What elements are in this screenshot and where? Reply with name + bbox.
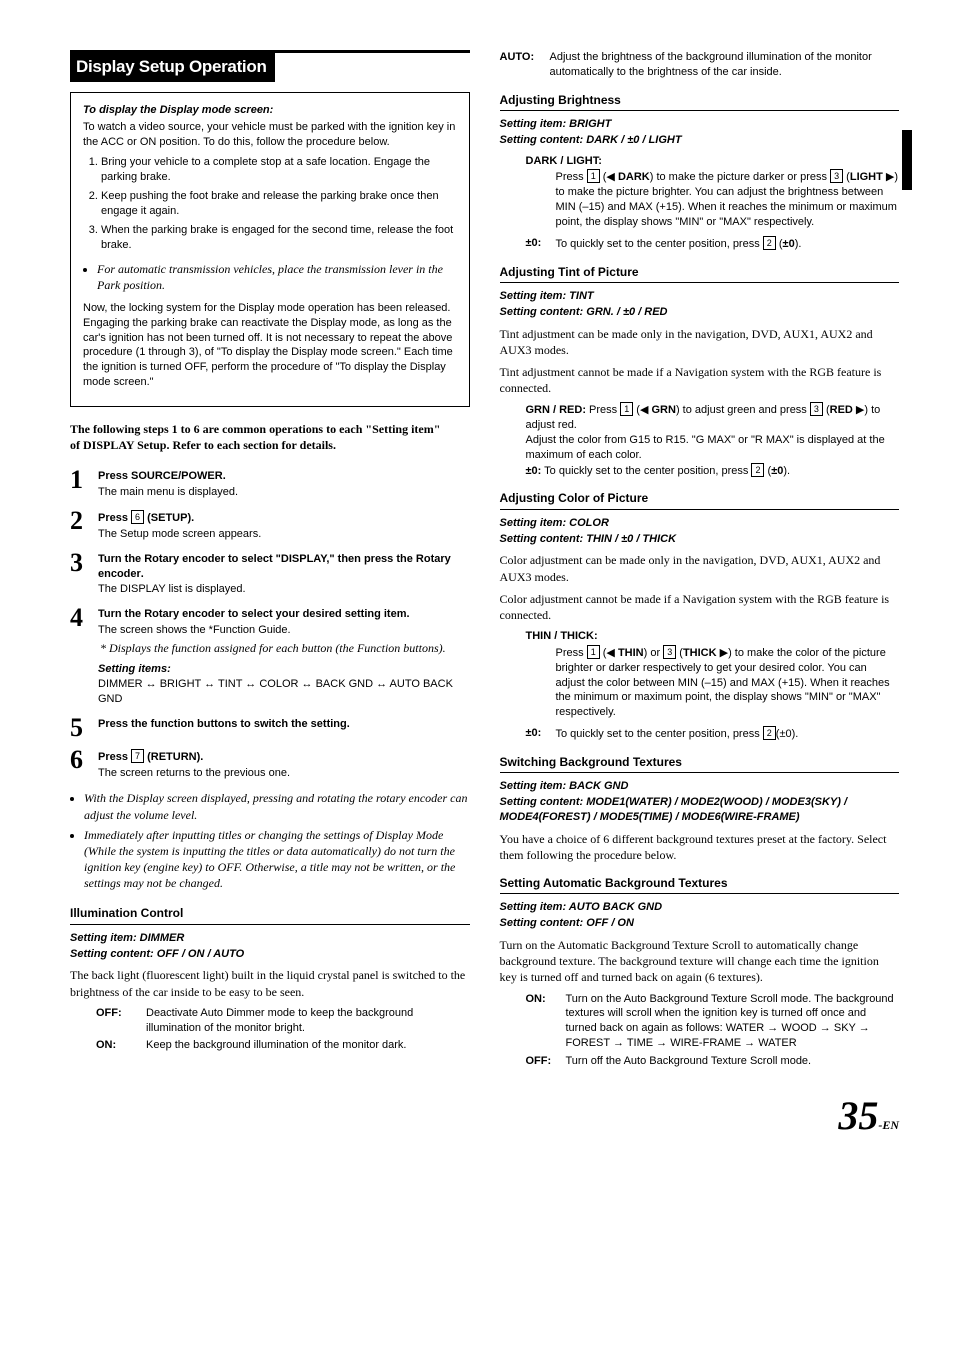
page-columns: Display Setup Operation To display the D… xyxy=(70,50,899,1143)
def-on: ON:Keep the background illumination of t… xyxy=(70,1038,470,1053)
step-6: 6 Press 7 (RETURN). The screen returns t… xyxy=(70,749,470,783)
setting-items-list: DIMMER ↔ BRIGHT ↔ TINT ↔ COLOR ↔ BACK GN… xyxy=(98,677,470,707)
step-lead: Turn the Rotary encoder to select your d… xyxy=(98,607,470,622)
illum-para: The back light (fluorescent light) built… xyxy=(70,967,470,999)
abg-para: Turn on the Automatic Background Texture… xyxy=(500,937,900,986)
box-title: To display the Display mode screen: xyxy=(83,103,457,118)
box-intro: To watch a video source, your vehicle mu… xyxy=(83,120,457,150)
step-number: 6 xyxy=(70,747,98,773)
setting-item: Setting item: COLOR xyxy=(500,516,900,531)
auto-bg-heading: Setting Automatic Background Textures xyxy=(500,875,900,894)
step-text: The screen shows the *Function Guide. xyxy=(98,623,470,638)
page-number: 35-EN xyxy=(500,1089,900,1143)
def-zero: ±0:To quickly set to the center position… xyxy=(500,726,900,742)
step-lead: Press 6 (SETUP). xyxy=(98,510,470,526)
setting-content: Setting content: THIN / ±0 / THICK xyxy=(500,532,900,547)
def-auto: AUTO:Adjust the brightness of the backgr… xyxy=(500,50,900,80)
right-column: AUTO:Adjust the brightness of the backgr… xyxy=(500,50,900,1143)
note-item: Immediately after inputting titles or ch… xyxy=(84,827,470,892)
left-column: Display Setup Operation To display the D… xyxy=(70,50,470,1143)
box-step: Bring your vehicle to a complete stop at… xyxy=(101,155,457,185)
side-tab xyxy=(902,130,912,190)
key-2: 2 xyxy=(763,726,776,740)
step-number: 3 xyxy=(70,550,98,576)
key-3: 3 xyxy=(830,169,843,183)
color-para1: Color adjustment can be made only in the… xyxy=(500,552,900,584)
tint-para1: Tint adjustment can be made only in the … xyxy=(500,326,900,358)
step-3: 3 Turn the Rotary encoder to select "DIS… xyxy=(70,552,470,600)
step-2: 2 Press 6 (SETUP). The Setup mode screen… xyxy=(70,510,470,544)
step-number: 4 xyxy=(70,605,98,631)
box-bullets: For automatic transmission vehicles, pla… xyxy=(83,261,457,293)
setting-content: Setting content: DARK / ±0 / LIGHT xyxy=(500,133,900,148)
step-lead: Turn the Rotary encoder to select "DISPL… xyxy=(98,552,470,582)
brightness-heading: Adjusting Brightness xyxy=(500,92,900,111)
setting-content: Setting content: MODE1(WATER) / MODE2(WO… xyxy=(500,795,900,825)
key-7: 7 xyxy=(131,749,144,763)
step-text: The screen returns to the previous one. xyxy=(98,766,470,781)
tint-heading: Adjusting Tint of Picture xyxy=(500,264,900,283)
section-title: Display Setup Operation xyxy=(70,53,275,82)
setting-content: Setting content: OFF / ON xyxy=(500,916,900,931)
step-note: * Displays the function assigned for eac… xyxy=(98,640,470,656)
box-step: When the parking brake is engaged for th… xyxy=(101,223,457,253)
box-para2: Now, the locking system for the Display … xyxy=(83,301,457,390)
step-lead: Press SOURCE/POWER. xyxy=(98,469,470,484)
grn-red-block: GRN / RED: Press 1 (◀ GRN) to adjust gre… xyxy=(500,402,900,478)
setting-item: Setting item: BACK GND xyxy=(500,779,900,794)
setting-content: Setting content: GRN. / ±0 / RED xyxy=(500,305,900,320)
step-number: 1 xyxy=(70,467,98,493)
step-number: 2 xyxy=(70,508,98,534)
setting-content: Setting content: OFF / ON / AUTO xyxy=(70,947,470,962)
box-steps: Bring your vehicle to a complete stop at… xyxy=(83,155,457,252)
def-zero: ±0:To quickly set to the center position… xyxy=(500,236,900,252)
color-heading: Adjusting Color of Picture xyxy=(500,490,900,509)
step-lead: Press 7 (RETURN). xyxy=(98,749,470,765)
step-5: 5 Press the function buttons to switch t… xyxy=(70,717,470,741)
box-bullet: For automatic transmission vehicles, pla… xyxy=(97,261,457,293)
key-3: 3 xyxy=(810,402,823,416)
common-steps-note: The following steps 1 to 6 are common op… xyxy=(70,421,452,453)
key-1: 1 xyxy=(587,169,600,183)
key-2: 2 xyxy=(751,463,764,477)
bg-heading: Switching Background Textures xyxy=(500,754,900,773)
key-3: 3 xyxy=(663,645,676,659)
setting-item: Setting item: TINT xyxy=(500,289,900,304)
setting-item: Setting item: DIMMER xyxy=(70,931,470,946)
illumination-heading: Illumination Control xyxy=(70,905,470,924)
step-1: 1 Press SOURCE/POWER. The main menu is d… xyxy=(70,469,470,502)
step-4: 4 Turn the Rotary encoder to select your… xyxy=(70,607,470,708)
box-step: Keep pushing the foot brake and release … xyxy=(101,189,457,219)
dark-light-block: DARK / LIGHT: Press 1 (◀ DARK) to make t… xyxy=(500,154,900,230)
section-header: Display Setup Operation xyxy=(70,50,470,82)
step-text: The main menu is displayed. xyxy=(98,485,470,500)
def-on: ON:Turn on the Auto Background Texture S… xyxy=(500,992,900,1051)
step-number: 5 xyxy=(70,715,98,741)
def-off: OFF:Turn off the Auto Background Texture… xyxy=(500,1054,900,1069)
step-text: The Setup mode screen appears. xyxy=(98,527,470,542)
color-para2: Color adjustment cannot be made if a Nav… xyxy=(500,591,900,623)
key-1: 1 xyxy=(587,645,600,659)
key-1: 1 xyxy=(620,402,633,416)
def-off: OFF:Deactivate Auto Dimmer mode to keep … xyxy=(70,1006,470,1036)
display-mode-box: To display the Display mode screen: To w… xyxy=(70,92,470,407)
setting-items-header: Setting items: xyxy=(98,662,470,677)
step-lead: Press the function buttons to switch the… xyxy=(98,717,470,732)
setting-item: Setting item: BRIGHT xyxy=(500,117,900,132)
notes-after-steps: With the Display screen displayed, press… xyxy=(70,790,470,891)
thin-thick-block: THIN / THICK: Press 1 (◀ THIN) or 3 (THI… xyxy=(500,629,900,720)
tint-para2: Tint adjustment cannot be made if a Navi… xyxy=(500,364,900,396)
key-2: 2 xyxy=(763,236,776,250)
setting-item: Setting item: AUTO BACK GND xyxy=(500,900,900,915)
key-6: 6 xyxy=(131,510,144,524)
note-item: With the Display screen displayed, press… xyxy=(84,790,470,822)
step-text: The DISPLAY list is displayed. xyxy=(98,582,470,597)
bg-para: You have a choice of 6 different backgro… xyxy=(500,831,900,863)
